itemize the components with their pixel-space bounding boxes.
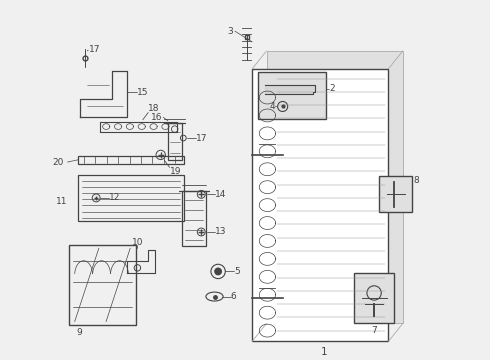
Text: 12: 12 <box>109 193 121 202</box>
Text: 20: 20 <box>52 158 64 167</box>
Bar <box>69 244 136 325</box>
Bar <box>78 156 184 164</box>
Text: 10: 10 <box>132 238 143 247</box>
Text: 9: 9 <box>76 328 82 337</box>
Text: 16: 16 <box>151 113 163 122</box>
Text: 2: 2 <box>329 84 335 93</box>
Text: 7: 7 <box>371 326 377 335</box>
Bar <box>258 72 326 119</box>
Text: 13: 13 <box>215 228 226 237</box>
Text: 19: 19 <box>170 167 181 176</box>
Bar <box>252 69 389 341</box>
Text: 17: 17 <box>89 45 100 54</box>
Bar <box>267 51 403 323</box>
Text: 11: 11 <box>56 197 68 206</box>
Bar <box>168 123 181 160</box>
Text: 8: 8 <box>414 176 419 185</box>
Text: 1: 1 <box>320 347 327 357</box>
Text: 3: 3 <box>227 27 233 36</box>
Bar <box>182 191 205 246</box>
Bar <box>379 176 412 212</box>
Text: 18: 18 <box>148 104 160 113</box>
Text: 14: 14 <box>215 190 226 199</box>
Bar <box>78 175 184 221</box>
Text: 5: 5 <box>234 267 240 276</box>
Bar <box>354 273 394 323</box>
Text: 4: 4 <box>270 102 275 111</box>
Text: 15: 15 <box>137 87 149 96</box>
Polygon shape <box>265 85 315 94</box>
Circle shape <box>215 268 221 275</box>
Text: 17: 17 <box>196 134 207 143</box>
Text: 6: 6 <box>231 292 236 301</box>
